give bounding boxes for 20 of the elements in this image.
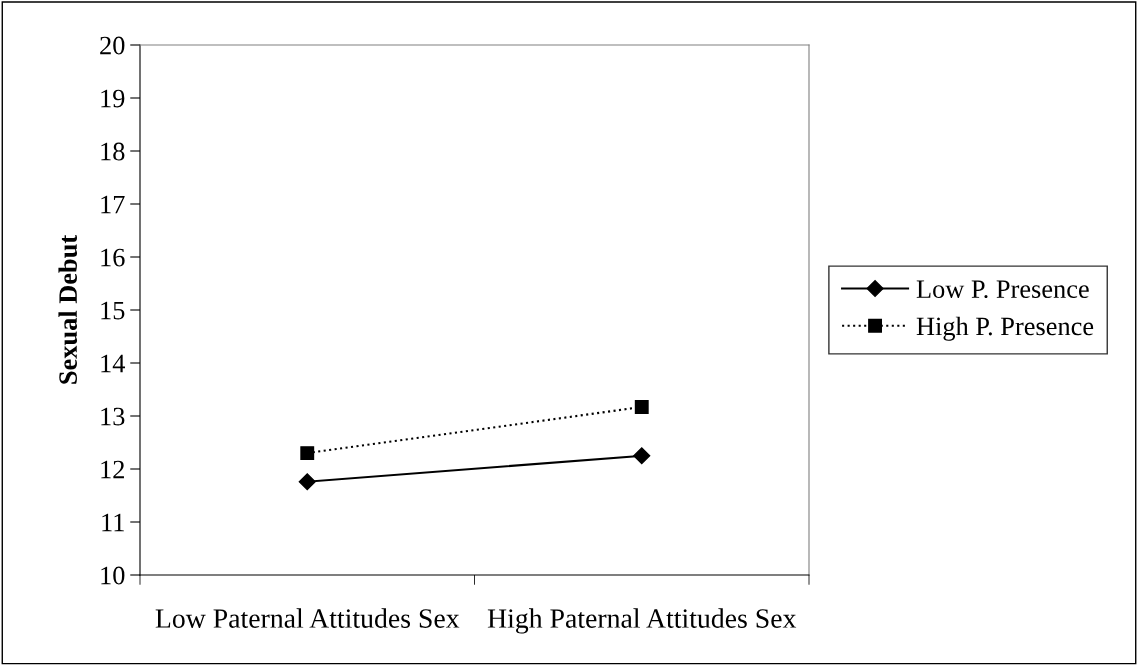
y-tick-label: 11 [102, 513, 124, 532]
y-tick-label: 17 [101, 195, 125, 214]
y-tick-label: 14 [101, 354, 125, 373]
point [300, 446, 315, 461]
y-tick-label: 19 [101, 89, 125, 108]
y-axis-title: Sexual Debut [58, 234, 78, 384]
point [298, 473, 316, 491]
y-tick-label: 16 [101, 248, 125, 267]
point [634, 400, 649, 414]
y-tick-label: 12 [101, 460, 124, 479]
y-tick-label: 13 [101, 407, 125, 426]
y-tick-label: 20 [100, 36, 125, 55]
y-tick-label: 15 [101, 301, 125, 320]
point [633, 447, 651, 465]
x-tick-label: Low Paternal Attitudes Sex [155, 608, 460, 628]
legend-label: High P. Presence [916, 316, 1094, 341]
legend-label: Low P. Presence [916, 280, 1089, 299]
y-tick-label: 10 [101, 566, 125, 585]
y-tick-label: 18 [101, 142, 125, 161]
x-tick-label: High Paternal Attitudes Sex [487, 608, 797, 634]
